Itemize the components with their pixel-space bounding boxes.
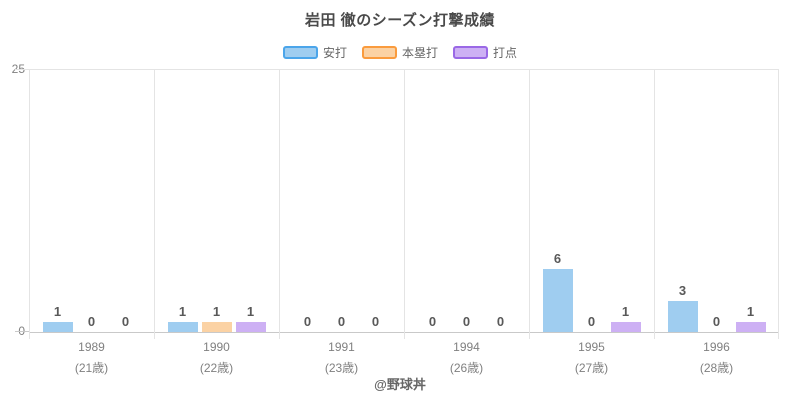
bar-value-label: 0 [712, 314, 721, 329]
legend-item: 安打 [282, 44, 347, 61]
bar [735, 322, 766, 332]
x-axis-age-label: (22歳) [199, 361, 234, 375]
bar-value-label: 1 [53, 304, 62, 319]
grid-line [154, 70, 155, 339]
bar-value-label: 0 [121, 314, 130, 329]
bar [42, 322, 73, 332]
bar-value-label: 0 [587, 314, 596, 329]
bar-value-label: 0 [496, 314, 505, 329]
x-axis-year-label: 1989 [78, 340, 105, 354]
x-axis-year-label: 1994 [453, 340, 480, 354]
bar-value-label: 3 [678, 283, 687, 298]
legend-item: 本塁打 [361, 44, 438, 61]
bar-value-label: 6 [553, 251, 562, 266]
legend-item: 打点 [453, 44, 517, 61]
bar [235, 322, 266, 332]
bar-value-label: 1 [246, 304, 255, 319]
legend-label: 本塁打 [401, 45, 438, 60]
bar-value-label: 0 [337, 314, 346, 329]
y-axis-tick [15, 69, 29, 70]
x-axis-year-label: 1996 [703, 340, 730, 354]
bar-value-label: 1 [178, 304, 187, 319]
bar-value-label: 0 [462, 314, 471, 329]
grid-line [29, 70, 30, 339]
chart-legend: 安打 本塁打 打点 [0, 44, 800, 60]
plot-area: 1 0 0 1989 (21歳) 1 1 1 1990 (22歳) 0 0 0 1991 (23歳) 0 0 0 1… [29, 69, 779, 375]
chart-title: 岩田 徹のシーズン打撃成績 [305, 12, 495, 29]
legend-swatch [361, 45, 397, 59]
bar-value-label: 0 [303, 314, 312, 329]
legend-swatch [453, 45, 488, 59]
bar-value-label: 1 [746, 304, 755, 319]
legend-label: 打点 [493, 45, 518, 60]
bar [542, 269, 573, 332]
bar-value-label: 1 [212, 304, 221, 319]
bar [610, 322, 641, 332]
x-axis-age-label: (23歳) [324, 361, 359, 375]
x-axis-age-label: (28歳) [699, 361, 734, 375]
grid-line [404, 70, 405, 339]
x-axis-year-label: 1991 [328, 340, 355, 354]
y-axis-tick [15, 331, 29, 332]
x-axis-age-label: (26歳) [449, 361, 484, 375]
grid-line [529, 70, 530, 339]
grid-line [778, 70, 779, 339]
watermark-credit: @野球丼 [374, 377, 426, 392]
x-axis-year-label: 1995 [578, 340, 605, 354]
x-axis-year-label: 1990 [203, 340, 230, 354]
x-axis-age-label: (27歳) [574, 361, 609, 375]
bar-value-label: 0 [87, 314, 96, 329]
legend-swatch [282, 45, 318, 59]
bar-value-label: 0 [371, 314, 380, 329]
bar [167, 322, 198, 332]
legend-label: 安打 [322, 45, 347, 60]
bar-value-label: 1 [621, 304, 630, 319]
grid-line [654, 70, 655, 339]
grid-line [279, 70, 280, 339]
bar-value-label: 0 [428, 314, 437, 329]
x-axis-age-label: (21歳) [74, 361, 109, 375]
bar [201, 322, 232, 332]
bar [667, 301, 698, 332]
